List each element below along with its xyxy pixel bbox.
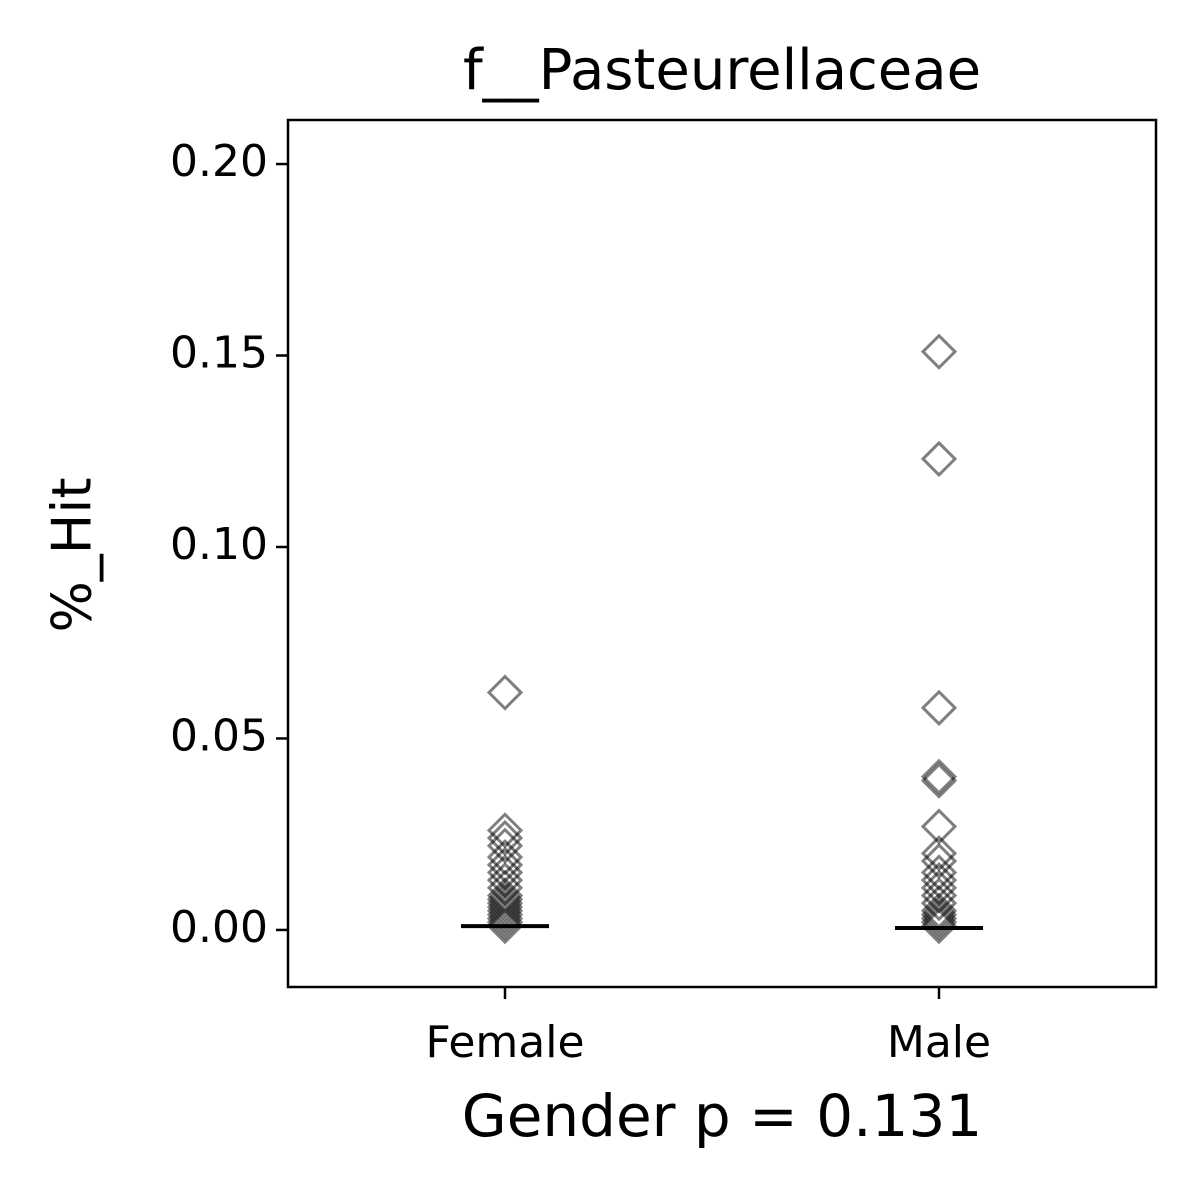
point [920,333,958,370]
point [920,896,958,933]
point [486,888,524,926]
point [920,904,958,941]
plot-frame [286,118,1158,989]
point [920,835,958,872]
x-tick-label: Female [425,1017,584,1068]
point [486,812,524,849]
point [920,689,958,726]
chart-title: f__Pasteurellaceae [463,38,981,103]
y-tick-label: 0.15 [170,328,268,379]
point [486,904,524,941]
point [486,896,524,933]
point [486,827,524,864]
y-axis-label: %_Hit [41,477,104,632]
point [920,440,958,478]
y-tick-label: 0.00 [170,902,268,953]
point [920,907,958,945]
point [920,900,958,937]
x-tick-label: Male [887,1017,991,1068]
y-tick-label: 0.05 [170,710,268,761]
point [920,885,958,922]
point [486,819,524,857]
x-axis-label: Gender p = 0.131 [462,1082,983,1150]
point [920,808,958,845]
point [486,885,524,922]
y-tick-label: 0.20 [170,136,268,187]
point [920,758,958,795]
point [920,762,958,799]
point [486,900,524,937]
point [486,674,524,711]
point [920,842,958,880]
y-tick-label: 0.10 [170,519,268,570]
point [486,907,524,945]
point [486,881,524,918]
